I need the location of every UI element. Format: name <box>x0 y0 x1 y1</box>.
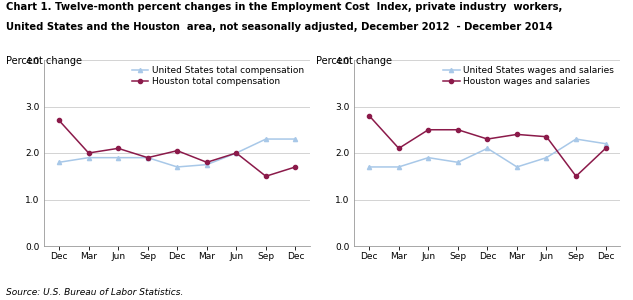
United States wages and salaries <box>395 165 403 169</box>
Houston total compensation <box>173 149 181 152</box>
United States total compensation <box>115 156 122 160</box>
Line: United States wages and salaries: United States wages and salaries <box>367 137 608 169</box>
Houston total compensation <box>85 151 92 155</box>
Houston wages and salaries <box>572 174 580 178</box>
Line: Houston wages and salaries: Houston wages and salaries <box>367 114 608 178</box>
United States total compensation <box>173 165 181 169</box>
Houston total compensation <box>55 118 63 122</box>
Houston wages and salaries <box>602 146 610 150</box>
Houston total compensation <box>292 165 299 169</box>
United States wages and salaries <box>602 142 610 146</box>
Houston total compensation <box>232 151 240 155</box>
Houston wages and salaries <box>395 146 403 150</box>
United States total compensation <box>85 156 92 160</box>
Line: Houston total compensation: Houston total compensation <box>57 118 298 178</box>
Houston wages and salaries <box>454 128 461 131</box>
Text: Source: U.S. Bureau of Labor Statistics.: Source: U.S. Bureau of Labor Statistics. <box>6 288 184 297</box>
Line: United States total compensation: United States total compensation <box>57 137 298 169</box>
Text: United States and the Houston  area, not seasonally adjusted, December 2012  - D: United States and the Houston area, not … <box>6 22 553 32</box>
Text: Percent change: Percent change <box>316 56 392 65</box>
Legend: United States total compensation, Houston total compensation: United States total compensation, Housto… <box>130 64 306 88</box>
Houston total compensation <box>262 174 270 178</box>
United States wages and salaries <box>425 156 432 160</box>
United States total compensation <box>292 137 299 141</box>
Houston wages and salaries <box>484 137 491 141</box>
Houston wages and salaries <box>542 135 550 139</box>
Houston total compensation <box>115 146 122 150</box>
United States total compensation <box>203 163 211 166</box>
Houston wages and salaries <box>425 128 432 131</box>
United States total compensation <box>144 156 151 160</box>
Houston wages and salaries <box>513 133 521 136</box>
United States wages and salaries <box>572 137 580 141</box>
United States wages and salaries <box>365 165 373 169</box>
Text: Percent change: Percent change <box>6 56 82 65</box>
United States wages and salaries <box>454 160 461 164</box>
Legend: United States wages and salaries, Houston wages and salaries: United States wages and salaries, Housto… <box>441 64 616 88</box>
Houston wages and salaries <box>365 114 373 118</box>
United States wages and salaries <box>484 146 491 150</box>
United States wages and salaries <box>542 156 550 160</box>
United States total compensation <box>262 137 270 141</box>
United States total compensation <box>232 151 240 155</box>
Houston total compensation <box>203 160 211 164</box>
United States wages and salaries <box>513 165 521 169</box>
Houston total compensation <box>144 156 151 160</box>
United States total compensation <box>55 160 63 164</box>
Text: Chart 1. Twelve-month percent changes in the Employment Cost  Index, private ind: Chart 1. Twelve-month percent changes in… <box>6 2 563 11</box>
